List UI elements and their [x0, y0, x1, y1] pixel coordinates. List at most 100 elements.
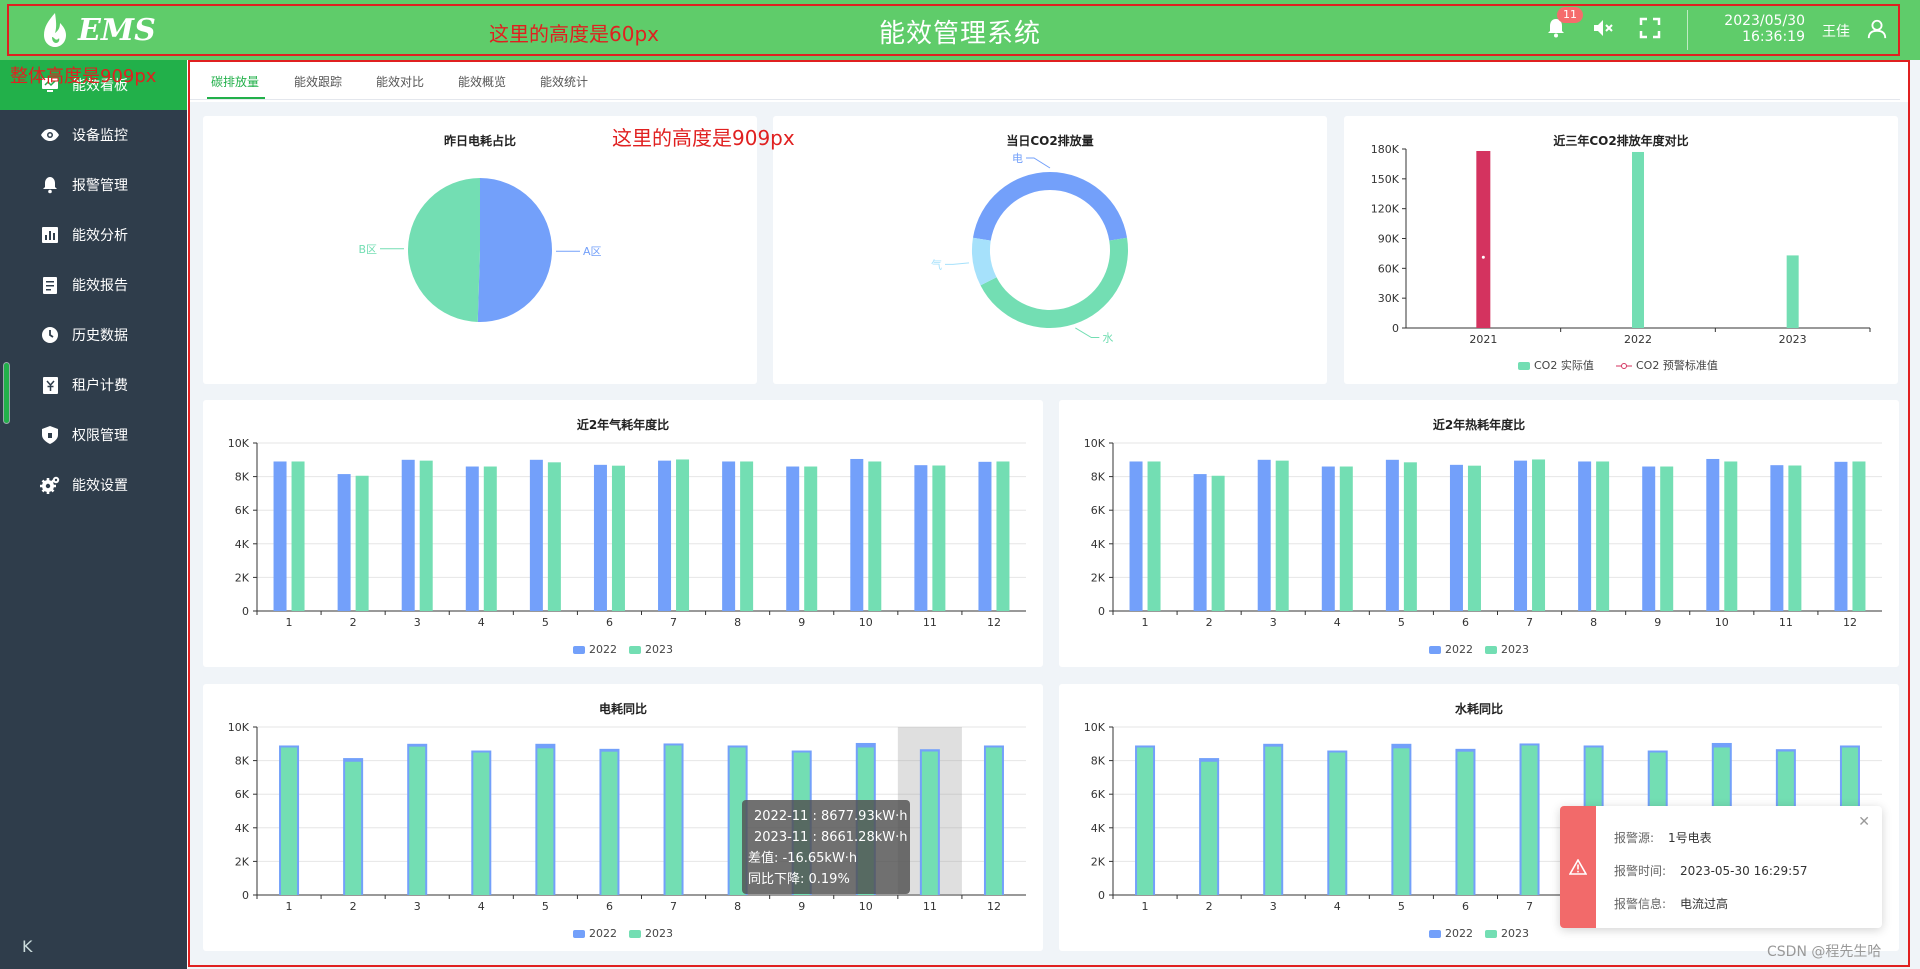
sidebar-scrollbar[interactable]	[3, 362, 10, 424]
bar-2023	[985, 747, 1002, 895]
sidebar-item-billing[interactable]: 租户计费	[0, 360, 187, 410]
date-text: 2023/05/30	[1724, 13, 1805, 29]
pie-label: B区	[358, 243, 377, 256]
sidebar-item-analysis[interactable]: 能效分析	[0, 210, 187, 260]
bar-chart-icon	[40, 225, 60, 245]
x-tick-label: 10	[859, 616, 873, 629]
watermark: CSDN @程先生哈	[1767, 944, 1882, 960]
chart-title: 近2年热耗年度比	[1432, 418, 1526, 432]
bar-2023	[932, 465, 946, 611]
warning-point	[1481, 255, 1485, 259]
y-tick-label: 8K	[1091, 471, 1106, 484]
bar-2022	[529, 459, 543, 611]
legend-swatch	[1518, 362, 1530, 370]
x-tick-label: 1	[286, 900, 293, 913]
collapse-sidebar-button[interactable]: K	[22, 937, 33, 956]
bar-2023	[483, 466, 497, 611]
alarm-source-label: 报警源:	[1614, 831, 1655, 845]
sidebar-item-history[interactable]: 历史数据	[0, 310, 187, 360]
tab-efficiency-statistics[interactable]: 能效统计	[540, 75, 589, 89]
monitor-icon	[40, 75, 60, 95]
bar-2023	[1329, 752, 1346, 895]
bar-2023	[1147, 461, 1161, 611]
legend-label: 2022	[589, 927, 617, 940]
mute-icon[interactable]	[1591, 16, 1615, 40]
bar-2022	[978, 461, 992, 611]
tab-efficiency-compare[interactable]: 能效对比	[376, 75, 425, 89]
bar-2022	[1385, 459, 1399, 611]
bar-actual	[1786, 255, 1799, 328]
y-tick-label: 150K	[1371, 173, 1400, 186]
y-tick-label: 2K	[235, 855, 250, 868]
x-tick-label: 9	[798, 616, 805, 629]
y-tick-label: 2K	[1091, 571, 1106, 584]
tab-carbon-emission[interactable]: 碳排放量	[211, 75, 260, 89]
legend-label: 2023	[1501, 927, 1529, 940]
x-tick-label: 9	[798, 900, 805, 913]
chart-title: 昨日电耗占比	[443, 134, 516, 148]
sidebar-item-dashboard[interactable]: 能效看板	[0, 60, 187, 110]
sidebar-item-permission[interactable]: 权限管理	[0, 410, 187, 460]
fullscreen-icon[interactable]	[1638, 16, 1662, 40]
system-title: 能效管理系统	[878, 19, 1041, 49]
logo-text: EMS	[78, 12, 156, 48]
x-tick-label: 3	[414, 616, 421, 629]
donut-label-line	[1075, 327, 1100, 338]
co2-bar-chart[interactable]: 0 30K 60K 90K 120K 150K 180K 2021 2022 2023 CO2 实际…	[1344, 116, 1898, 384]
x-tick-label: 8	[734, 616, 741, 629]
sidebar-item-label: 历史数据	[72, 328, 128, 344]
chart-title: 近2年气耗年度比	[576, 418, 670, 432]
tab-efficiency-overview[interactable]: 能效概览	[458, 75, 507, 89]
y-tick-label: 120K	[1371, 203, 1400, 216]
pie-chart[interactable]: A区 B区	[203, 116, 757, 384]
user-icon[interactable]	[1866, 18, 1888, 40]
sidebar-item-settings[interactable]: 能效设置	[0, 460, 187, 510]
donut-chart[interactable]: 电水 气	[773, 116, 1327, 384]
sidebar-item-report[interactable]: 能效报告	[0, 260, 187, 310]
close-icon[interactable]: ✕	[1858, 814, 1870, 830]
bar-2023	[1137, 747, 1154, 895]
y-tick-label: 4K	[235, 822, 250, 835]
sidebar-item-alarm[interactable]: 报警管理	[0, 160, 187, 210]
bar-2023	[1201, 761, 1218, 895]
x-tick-label: 2021	[1469, 333, 1497, 346]
x-tick-label: 2023	[1779, 333, 1807, 346]
app-logo[interactable]: EMS	[38, 11, 156, 49]
bar-2022	[1578, 461, 1592, 611]
donut-label-line	[945, 262, 970, 265]
bar-2023	[1403, 462, 1417, 611]
notification-accent	[1560, 806, 1596, 928]
donut-slice-气	[972, 237, 997, 286]
y-tick-label: 2K	[1091, 855, 1106, 868]
y-tick-label: 6K	[235, 788, 250, 801]
y-tick-label: 10K	[1084, 437, 1106, 450]
legend-label: CO2 实际值	[1534, 358, 1594, 372]
bar-2023	[345, 761, 362, 895]
gear-icon	[40, 475, 60, 495]
x-tick-label: 5	[542, 900, 549, 913]
legend-swatch	[629, 646, 641, 654]
y-tick-label: 0	[1392, 322, 1399, 335]
bar-2023	[729, 747, 746, 895]
x-tick-label: 5	[1398, 900, 1405, 913]
y-tick-label: 8K	[1091, 755, 1106, 768]
bell-icon[interactable]	[1544, 16, 1568, 40]
x-tick-label: 7	[670, 900, 677, 913]
alarm-info-value: 电流过高	[1680, 897, 1729, 911]
x-tick-label: 3	[1270, 616, 1277, 629]
bar-2023	[1852, 461, 1866, 611]
shield-icon	[40, 425, 60, 445]
legend-label: 2023	[1501, 643, 1529, 656]
bar-2023	[419, 460, 433, 611]
sidebar-item-device-monitor[interactable]: 设备监控	[0, 110, 187, 160]
bar-2023	[409, 746, 426, 895]
user-name[interactable]: 王佳	[1822, 24, 1850, 40]
bar-2023	[740, 461, 754, 611]
bar-warning	[1476, 150, 1491, 328]
sidebar-item-label: 设备监控	[72, 128, 128, 144]
bar-2022	[786, 466, 800, 611]
tab-efficiency-tracking[interactable]: 能效跟踪	[294, 75, 343, 89]
